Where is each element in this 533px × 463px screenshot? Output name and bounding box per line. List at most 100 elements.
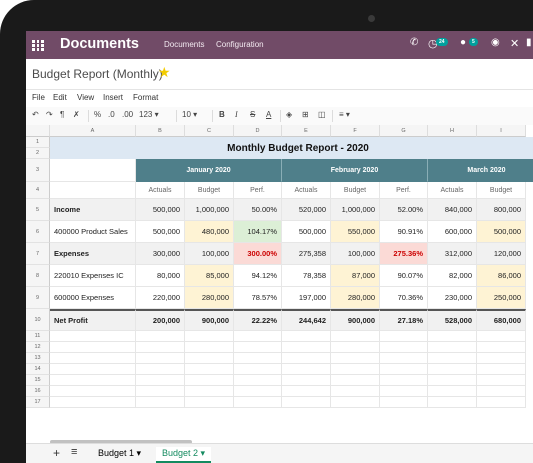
cell[interactable] bbox=[50, 182, 136, 199]
value-cell[interactable]: 280,000 bbox=[331, 287, 380, 309]
value-cell[interactable]: 550,000 bbox=[331, 221, 380, 243]
select-all-corner[interactable] bbox=[26, 125, 50, 137]
value-cell[interactable]: 100,000 bbox=[331, 243, 380, 265]
empty-cell[interactable] bbox=[477, 375, 526, 386]
empty-cell[interactable] bbox=[282, 364, 331, 375]
value-cell[interactable]: 500,000 bbox=[477, 221, 526, 243]
sheet-list-icon[interactable]: ≡ bbox=[71, 446, 78, 458]
spreadsheet-grid[interactable]: A B C D E F G H I 1 2 3 4 5 6 7 8 9 10 11 12 13 14 15 16 17 Monthl… bbox=[26, 125, 533, 443]
value-cell[interactable]: 94.12% bbox=[234, 265, 282, 287]
value-cell[interactable]: 50.00% bbox=[234, 199, 282, 221]
menu-file[interactable]: File bbox=[32, 93, 45, 102]
row-label[interactable]: 220010 Expenses IC bbox=[50, 265, 136, 287]
empty-cell[interactable] bbox=[282, 342, 331, 353]
empty-cell[interactable] bbox=[331, 397, 380, 408]
empty-cell[interactable] bbox=[234, 331, 282, 342]
value-cell[interactable]: 27.18% bbox=[380, 309, 428, 331]
value-cell[interactable]: 78,358 bbox=[282, 265, 331, 287]
empty-cell[interactable] bbox=[185, 331, 234, 342]
empty-cell[interactable] bbox=[477, 331, 526, 342]
sheet-tab-budget-2[interactable]: Budget 2 ▾ bbox=[156, 447, 212, 463]
borders-icon[interactable]: ⊞ bbox=[302, 110, 309, 119]
row-label[interactable]: Net Profit bbox=[50, 309, 136, 331]
column-subheader[interactable]: Actuals bbox=[428, 182, 477, 199]
empty-cell[interactable] bbox=[136, 364, 185, 375]
empty-cell[interactable] bbox=[136, 331, 185, 342]
empty-cell[interactable] bbox=[477, 342, 526, 353]
merge-cells-icon[interactable]: ◫ bbox=[318, 110, 326, 119]
empty-cell[interactable] bbox=[136, 353, 185, 364]
value-cell[interactable]: 800,000 bbox=[477, 199, 526, 221]
empty-cell[interactable] bbox=[185, 386, 234, 397]
value-cell[interactable]: 90.07% bbox=[380, 265, 428, 287]
value-cell[interactable]: 300.00% bbox=[234, 243, 282, 265]
empty-cell[interactable] bbox=[185, 397, 234, 408]
row-header[interactable]: 15 bbox=[26, 375, 50, 386]
horizontal-scrollbar[interactable] bbox=[50, 440, 192, 444]
bold-button[interactable]: B bbox=[219, 110, 225, 119]
empty-cell[interactable] bbox=[136, 342, 185, 353]
empty-cell[interactable] bbox=[380, 342, 428, 353]
row-header[interactable]: 2 bbox=[26, 148, 50, 159]
value-cell[interactable]: 840,000 bbox=[428, 199, 477, 221]
column-subheader[interactable]: Budget bbox=[331, 182, 380, 199]
empty-cell[interactable] bbox=[50, 353, 136, 364]
empty-cell[interactable] bbox=[428, 375, 477, 386]
column-header[interactable]: G bbox=[380, 125, 428, 137]
empty-cell[interactable] bbox=[234, 386, 282, 397]
value-cell[interactable]: 280,000 bbox=[185, 287, 234, 309]
empty-cell[interactable] bbox=[50, 397, 136, 408]
value-cell[interactable]: 900,000 bbox=[331, 309, 380, 331]
clear-format-icon[interactable]: ✗ bbox=[73, 110, 80, 119]
number-format-dropdown[interactable]: 123 ▾ bbox=[139, 110, 159, 119]
value-cell[interactable]: 82,000 bbox=[428, 265, 477, 287]
value-cell[interactable]: 680,000 bbox=[477, 309, 526, 331]
menu-insert[interactable]: Insert bbox=[103, 93, 124, 102]
empty-cell[interactable] bbox=[477, 353, 526, 364]
column-subheader[interactable]: Budget bbox=[185, 182, 234, 199]
empty-cell[interactable] bbox=[331, 375, 380, 386]
value-cell[interactable]: 1,000,000 bbox=[331, 199, 380, 221]
close-icon[interactable]: ✕ bbox=[510, 38, 520, 50]
empty-cell[interactable] bbox=[234, 342, 282, 353]
empty-cell[interactable] bbox=[234, 364, 282, 375]
value-cell[interactable]: 1,000,000 bbox=[185, 199, 234, 221]
empty-cell[interactable] bbox=[428, 353, 477, 364]
empty-cell[interactable] bbox=[50, 375, 136, 386]
value-cell[interactable]: 244,642 bbox=[282, 309, 331, 331]
column-header[interactable]: C bbox=[185, 125, 234, 137]
value-cell[interactable]: 80,000 bbox=[136, 265, 185, 287]
empty-cell[interactable] bbox=[428, 386, 477, 397]
value-cell[interactable]: 275,358 bbox=[282, 243, 331, 265]
row-header[interactable]: 13 bbox=[26, 353, 50, 364]
empty-cell[interactable] bbox=[380, 397, 428, 408]
empty-cell[interactable] bbox=[185, 353, 234, 364]
empty-cell[interactable] bbox=[477, 386, 526, 397]
row-header[interactable]: 6 bbox=[26, 221, 50, 243]
value-cell[interactable]: 52.00% bbox=[380, 199, 428, 221]
empty-cell[interactable] bbox=[477, 397, 526, 408]
value-cell[interactable]: 312,000 bbox=[428, 243, 477, 265]
column-header[interactable]: A bbox=[50, 125, 136, 137]
row-header[interactable]: 8 bbox=[26, 265, 50, 287]
sheet-tab-budget-1[interactable]: Budget 1 ▾ bbox=[98, 448, 142, 458]
empty-cell[interactable] bbox=[380, 353, 428, 364]
row-label[interactable]: 400000 Product Sales bbox=[50, 221, 136, 243]
row-header[interactable]: 5 bbox=[26, 199, 50, 221]
empty-cell[interactable] bbox=[50, 331, 136, 342]
column-subheader[interactable]: Perf. bbox=[234, 182, 282, 199]
redo-icon[interactable]: ↷ bbox=[46, 110, 53, 119]
row-header[interactable]: 7 bbox=[26, 243, 50, 265]
value-cell[interactable]: 500,000 bbox=[282, 221, 331, 243]
apps-menu-icon[interactable] bbox=[32, 40, 44, 51]
empty-cell[interactable] bbox=[234, 375, 282, 386]
app-title[interactable]: Documents bbox=[60, 36, 139, 52]
favorite-star-icon[interactable]: ★ bbox=[158, 64, 171, 80]
value-cell[interactable]: 900,000 bbox=[185, 309, 234, 331]
empty-cell[interactable] bbox=[380, 331, 428, 342]
column-header[interactable]: B bbox=[136, 125, 185, 137]
value-cell[interactable]: 120,000 bbox=[477, 243, 526, 265]
row-header[interactable]: 9 bbox=[26, 287, 50, 309]
row-header[interactable]: 12 bbox=[26, 342, 50, 353]
column-subheader[interactable]: Budget bbox=[477, 182, 526, 199]
